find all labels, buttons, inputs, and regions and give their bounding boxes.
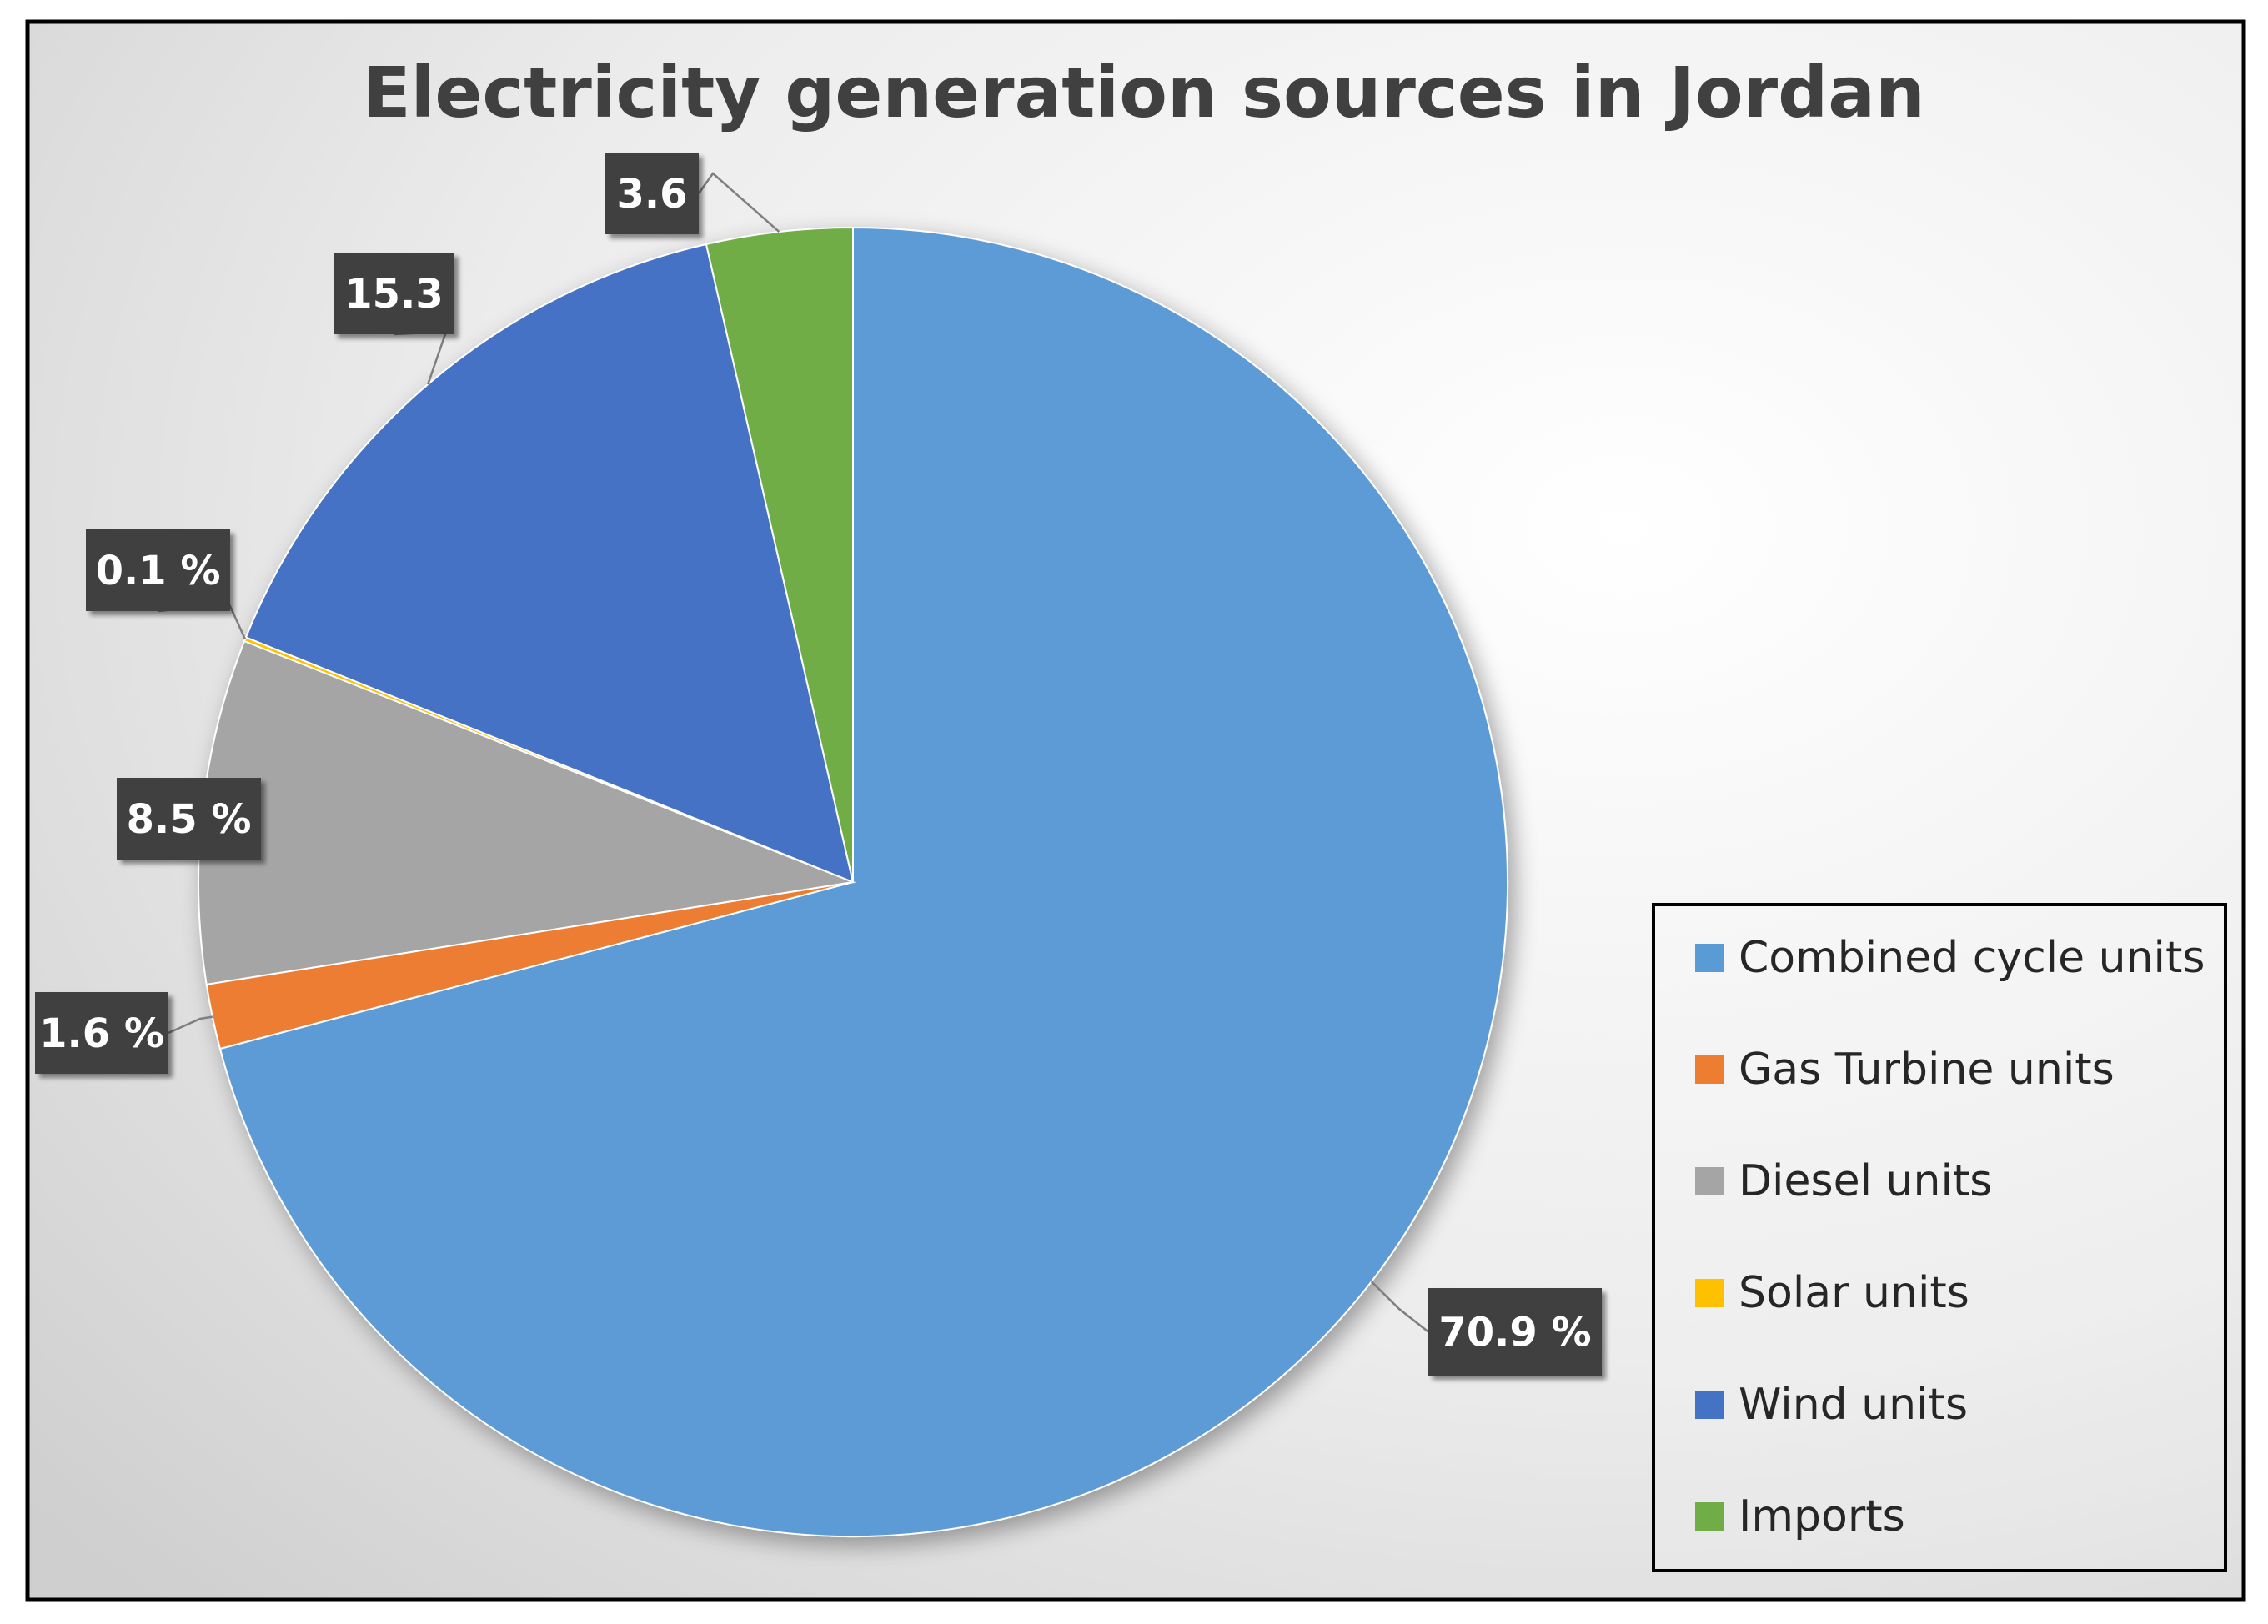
legend-item-imports: Imports	[1695, 1491, 1905, 1541]
data-label-imports: 3.6	[605, 153, 699, 234]
legend-swatch	[1695, 1167, 1724, 1195]
legend-item-solar-units: Solar units	[1695, 1268, 1969, 1318]
legend-item-wind-units: Wind units	[1695, 1380, 1968, 1430]
legend-label: Imports	[1739, 1491, 1905, 1541]
legend-label: Solar units	[1739, 1268, 1969, 1318]
legend-item-diesel-units: Diesel units	[1695, 1156, 1992, 1206]
data-label-solar-units: 0.1 %	[86, 529, 230, 611]
pie-slice-wind-units	[244, 243, 855, 884]
chart-title: Electricity generation sources in Jordan	[363, 52, 1925, 133]
data-label-text: 0.1 %	[96, 548, 221, 594]
legend-label: Combined cycle units	[1739, 933, 2205, 983]
legend-item-gas-turbine-units: Gas Turbine units	[1695, 1045, 2115, 1095]
data-label-diesel-units: 8.5 %	[117, 778, 261, 860]
data-label-text: 8.5 %	[127, 796, 252, 843]
data-labels: 70.9 % 1.6 % 8.5 % 0.1 % 15.3 3.6	[35, 153, 1602, 1376]
legend-box	[1652, 903, 2227, 1572]
data-label-box	[334, 253, 454, 334]
leader-line-gas-turbine-units	[168, 1015, 213, 1035]
data-label-text: 1.6 %	[39, 1010, 164, 1057]
data-label-text: 3.6	[616, 171, 687, 218]
legend-swatch	[1695, 1502, 1724, 1531]
legend-item-combined-cycle-units: Combined cycle units	[1695, 933, 2205, 983]
data-label-box	[35, 992, 168, 1074]
legend: Combined cycle units Gas Turbine units Die…	[1652, 903, 2227, 1572]
legend-label: Wind units	[1739, 1380, 1968, 1430]
data-label-text: 15.3	[344, 271, 443, 318]
data-label-box	[605, 153, 699, 234]
leader-line-imports	[697, 172, 780, 233]
legend-label: Diesel units	[1739, 1156, 1992, 1206]
legend-swatch	[1695, 1279, 1724, 1307]
legend-swatch	[1695, 1055, 1724, 1084]
data-label-combined-cycle-units: 70.9 %	[1428, 1288, 1602, 1376]
pie-slices	[198, 226, 1508, 1537]
data-label-gas-turbine-units: 1.6 %	[35, 992, 168, 1074]
data-label-box	[117, 778, 261, 860]
legend-label: Gas Turbine units	[1739, 1045, 2115, 1095]
data-label-box	[1428, 1288, 1602, 1376]
legend-swatch	[1695, 1391, 1724, 1419]
data-label-box	[86, 529, 230, 611]
legend-swatch	[1695, 944, 1724, 972]
data-label-text: 70.9 %	[1438, 1310, 1591, 1356]
leader-line-combined-cycle-units	[1370, 1281, 1429, 1333]
data-label-wind-units: 15.3	[334, 253, 454, 334]
